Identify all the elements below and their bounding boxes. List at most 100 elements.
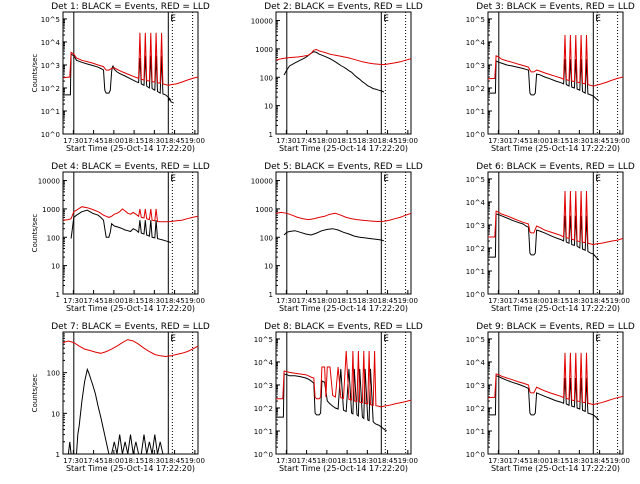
y-tick-label: 10^4 bbox=[254, 359, 274, 367]
corner-marker: E bbox=[595, 334, 601, 344]
series-events bbox=[63, 53, 174, 104]
x-tick-label: 17:45 bbox=[84, 457, 104, 465]
corner-marker: E bbox=[383, 174, 389, 184]
panel-title: Det 4: BLACK = Events, RED = LLD bbox=[51, 162, 210, 172]
x-tick-label: 17:45 bbox=[509, 137, 529, 145]
y-tick-label: 10^4 bbox=[41, 39, 61, 47]
x-tick-label: 18:30 bbox=[569, 457, 589, 465]
y-tick-label: 1 bbox=[56, 451, 60, 459]
x-tick-label: 18:30 bbox=[569, 297, 589, 305]
series-events bbox=[488, 375, 600, 421]
y-tick-label: 1000 bbox=[255, 206, 273, 214]
corner-marker: E bbox=[170, 334, 176, 344]
panel-3: Det 3: BLACK = Events, RED = LLD E 10^0 10^… bbox=[466, 2, 635, 153]
panel-2: Det 2: BLACK = Events, RED = LLD E 1 10 100 1… bbox=[251, 2, 423, 153]
x-tick-label: 18:00 bbox=[317, 137, 337, 145]
x-tick-label: 19:00 bbox=[398, 297, 418, 305]
x-axis-label: Start Time (25-Oct-14 17:22:20) bbox=[491, 464, 620, 473]
x-tick-label: 19:00 bbox=[185, 297, 205, 305]
x-tick-label: 18:45 bbox=[378, 137, 398, 145]
x-tick-label: 18:45 bbox=[590, 457, 610, 465]
x-tick-label: 18:30 bbox=[144, 297, 164, 305]
series-lld bbox=[488, 352, 623, 406]
panel-9: Det 9: BLACK = Events, RED = LLD E 10^0 10^… bbox=[466, 322, 635, 473]
series-lld bbox=[276, 350, 411, 408]
series-lld bbox=[488, 34, 623, 87]
panel-title: Det 1: BLACK = Events, RED = LLD bbox=[51, 2, 210, 12]
axis-frame bbox=[275, 331, 412, 455]
y-tick-label: 10^0 bbox=[466, 451, 485, 459]
x-tick-label: 18:00 bbox=[529, 137, 549, 145]
x-tick-label: 18:30 bbox=[357, 297, 377, 305]
x-tick-label: 17:45 bbox=[297, 297, 317, 305]
panel-title: Det 9: BLACK = Events, RED = LLD bbox=[476, 322, 635, 332]
x-tick-label: 17:45 bbox=[84, 137, 104, 145]
corner-marker: E bbox=[383, 14, 389, 24]
x-tick-label: 18:45 bbox=[165, 297, 185, 305]
y-tick-label: 10^1 bbox=[466, 268, 485, 276]
y-tick-label: 10^2 bbox=[254, 405, 273, 413]
y-axis-label: Counts/sec bbox=[31, 214, 39, 253]
y-tick-label: 10^0 bbox=[466, 291, 485, 299]
x-tick-label: 17:30 bbox=[63, 297, 83, 305]
y-tick-label: 10^1 bbox=[466, 428, 485, 436]
panel-title: Det 6: BLACK = Events, RED = LLD bbox=[476, 162, 635, 172]
axis-frame bbox=[487, 171, 624, 295]
x-tick-label: 18:00 bbox=[529, 297, 549, 305]
x-tick-label: 18:30 bbox=[357, 137, 377, 145]
x-tick-label: 19:00 bbox=[398, 457, 418, 465]
x-tick-label: 17:30 bbox=[63, 457, 83, 465]
y-tick-label: 10000 bbox=[38, 178, 60, 186]
corner-marker: E bbox=[170, 174, 176, 184]
y-tick-label: 1000 bbox=[42, 206, 60, 214]
y-tick-label: 10^3 bbox=[254, 382, 273, 390]
x-tick-label: 18:30 bbox=[144, 137, 164, 145]
axis-frame bbox=[487, 11, 624, 135]
y-tick-label: 10 bbox=[264, 103, 273, 111]
axis-frame bbox=[62, 171, 199, 295]
y-tick-label: 10^3 bbox=[41, 62, 60, 70]
y-tick-label: 10^5 bbox=[466, 336, 485, 344]
x-tick-label: 19:00 bbox=[610, 457, 630, 465]
series-lld bbox=[276, 48, 411, 66]
x-tick-label: 17:45 bbox=[297, 457, 317, 465]
x-tick-label: 18:00 bbox=[317, 457, 337, 465]
y-tick-label: 10^5 bbox=[41, 16, 60, 24]
y-tick-label: 100 bbox=[260, 74, 273, 82]
series-events bbox=[63, 367, 169, 454]
y-tick-label: 10^0 bbox=[466, 131, 485, 139]
y-tick-label: 10000 bbox=[251, 178, 273, 186]
y-tick-label: 1 bbox=[56, 291, 60, 299]
y-tick-label: 10 bbox=[51, 410, 60, 418]
y-axis-label: Counts/sec bbox=[31, 374, 39, 413]
x-tick-label: 18:45 bbox=[165, 457, 185, 465]
panel-1: Det 1: BLACK = Events, RED = LLD E 10^0 10^… bbox=[31, 2, 210, 153]
y-tick-label: 10^2 bbox=[466, 245, 485, 253]
axis-frame bbox=[275, 171, 412, 295]
series-events bbox=[70, 209, 172, 244]
x-axis-label: Start Time (25-Oct-14 17:22:20) bbox=[279, 144, 408, 153]
x-tick-label: 17:45 bbox=[509, 457, 529, 465]
x-tick-label: 17:30 bbox=[488, 297, 508, 305]
series-lld bbox=[488, 190, 623, 246]
x-axis-label: Start Time (25-Oct-14 17:22:20) bbox=[491, 144, 620, 153]
x-tick-label: 18:00 bbox=[104, 297, 124, 305]
series-events bbox=[276, 368, 387, 432]
x-tick-label: 18:00 bbox=[104, 137, 124, 145]
x-tick-label: 19:00 bbox=[398, 137, 418, 145]
x-axis-label: Start Time (25-Oct-14 17:22:20) bbox=[279, 304, 408, 313]
y-axis-label: Counts/sec bbox=[31, 54, 39, 93]
y-tick-label: 10^1 bbox=[466, 108, 485, 116]
y-tick-label: 10^3 bbox=[466, 222, 485, 230]
x-axis-label: Start Time (25-Oct-14 17:22:20) bbox=[66, 464, 195, 473]
x-tick-label: 18:15 bbox=[337, 137, 357, 145]
series-lld bbox=[276, 211, 411, 223]
series-lld bbox=[63, 339, 198, 358]
x-tick-label: 18:15 bbox=[124, 137, 144, 145]
panel-title: Det 7: BLACK = Events, RED = LLD bbox=[51, 322, 210, 332]
corner-marker: E bbox=[595, 174, 601, 184]
x-tick-label: 17:30 bbox=[488, 457, 508, 465]
panel-title: Det 3: BLACK = Events, RED = LLD bbox=[476, 2, 635, 12]
x-tick-label: 18:15 bbox=[549, 297, 569, 305]
